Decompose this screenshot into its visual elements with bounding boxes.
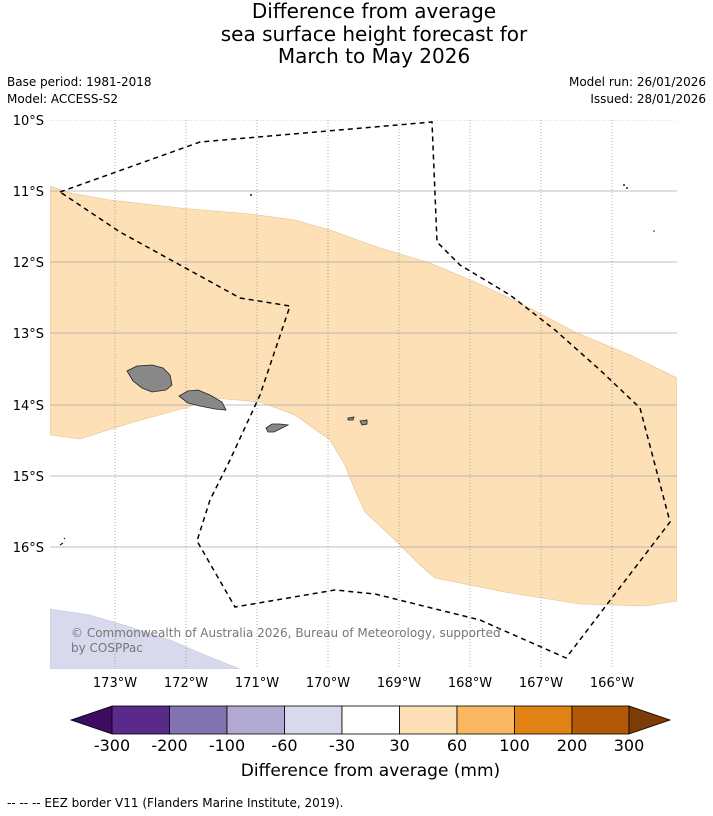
lon-label: 170°W: [306, 676, 350, 691]
islet-southwest: [59, 537, 66, 546]
island-tau: [359, 419, 368, 426]
model-run: Model run: 26/01/2026: [568, 75, 706, 89]
anomaly-band-30-60: [50, 185, 677, 607]
latitude-labels: 10°S 11°S 12°S 13°S 14°S 15°S 16°S: [13, 114, 44, 556]
colorbar-label: 300: [614, 736, 645, 755]
map-title: Difference from average sea surface heig…: [0, 0, 713, 68]
lon-label: 166°W: [590, 676, 634, 691]
islet-east-1: [623, 184, 625, 186]
island-savaii: [126, 364, 173, 393]
lon-label: 171°W: [235, 676, 279, 691]
eez-footnote: -- -- -- EEZ border V11 (Flanders Marine…: [7, 796, 344, 810]
colorbar-segment: [111, 705, 170, 735]
islet-east-3: [653, 230, 655, 232]
longitude-labels: 173°W 172°W 171°W 170°W 169°W 168°W 167°…: [93, 676, 634, 691]
colorbar-title: Difference from average (mm): [240, 761, 501, 781]
colorbar-label: 60: [447, 736, 467, 755]
colorbar-label: 30: [389, 736, 409, 755]
title-line-1: Difference from average: [251, 0, 497, 23]
colorbar-label: -60: [271, 736, 297, 755]
lat-label: 13°S: [13, 327, 44, 342]
colorbar-segment: [169, 705, 228, 735]
colorbar-label: 100: [499, 736, 530, 755]
colorbar-segment: [399, 705, 458, 735]
colorbar-label: -100: [209, 736, 245, 755]
copyright-notice: © Commonwealth of Australia 2026, Bureau…: [71, 626, 501, 655]
model-name: Model: ACCESS-S2: [7, 92, 119, 106]
colorbar-segment: [284, 705, 343, 735]
map-panel: [50, 120, 677, 669]
colorbar-segment: [341, 705, 400, 735]
islet-north: [250, 194, 252, 196]
lon-label: 168°W: [448, 676, 492, 691]
lat-label: 10°S: [13, 114, 44, 129]
issued-date: Issued: 28/01/2026: [590, 92, 706, 106]
lon-label: 169°W: [377, 676, 421, 691]
lon-label: 173°W: [93, 676, 137, 691]
lat-label: 16°S: [13, 541, 44, 556]
colorbar-label: -300: [94, 736, 130, 755]
gridlines: [50, 120, 677, 669]
island-upolu: [178, 389, 227, 411]
colorbar-segment: [456, 705, 515, 735]
colorbar-extend-high: [628, 705, 672, 735]
colorbar-label: -30: [329, 736, 355, 755]
colorbar-segment: [226, 705, 285, 735]
lon-label: 167°W: [519, 676, 563, 691]
lat-label: 12°S: [13, 256, 44, 271]
colorbar-extend-low: [69, 705, 113, 735]
base-period: Base period: 1981-2018: [7, 75, 152, 89]
lon-label: 172°W: [164, 676, 208, 691]
lat-label: 11°S: [13, 185, 44, 200]
lat-label: 14°S: [13, 399, 44, 414]
meta-left: Base period: 1981-2018 Model: ACCESS-S2: [7, 74, 152, 108]
islet-east-2: [626, 187, 628, 189]
island-ofu: [347, 416, 355, 421]
anomaly-band-m60-m30: [50, 608, 241, 669]
colorbar-label: -200: [151, 736, 187, 755]
title-line-3: March to May 2026: [277, 44, 471, 68]
colorbar: [69, 705, 672, 735]
lat-label: 15°S: [13, 470, 44, 485]
colorbar-segment: [571, 705, 630, 735]
colorbar-label: 200: [557, 736, 588, 755]
meta-right: Model run: 26/01/2026 Issued: 28/01/2026: [569, 74, 706, 108]
island-tutuila: [265, 423, 290, 433]
colorbar-labels: -300 -200 -100 -60 -30 30 60 100 200 300: [94, 736, 644, 755]
title-line-2: sea surface height forecast for: [220, 21, 528, 46]
colorbar-segment: [514, 705, 573, 735]
